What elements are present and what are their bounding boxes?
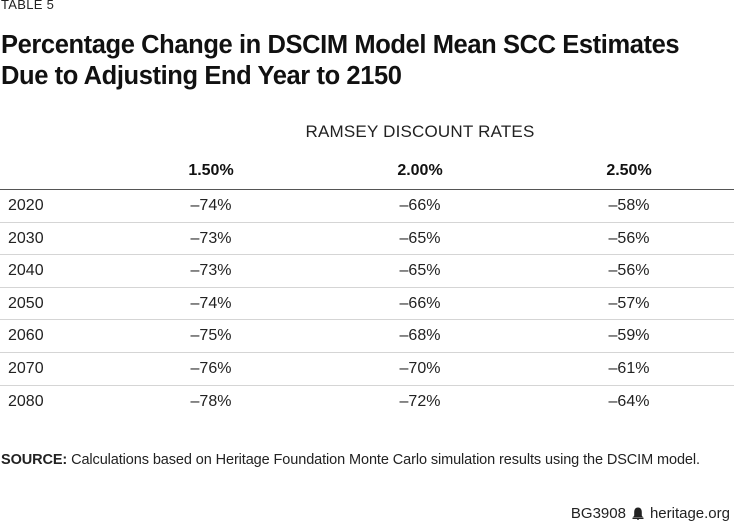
table-row: 2070 –76% –70% –61% <box>0 353 734 386</box>
row-year: 2030 <box>8 229 44 247</box>
cell-rate-3: –58% <box>608 197 650 214</box>
cell-rate-2: –70% <box>399 359 441 377</box>
column-header-rate-1: 1.50% <box>188 162 234 179</box>
cell-rate-3: –56% <box>608 262 650 280</box>
column-header-rate-2: 2.00% <box>397 162 443 179</box>
row-year: 2060 <box>8 327 44 345</box>
cell-rate-3: –64% <box>608 392 650 410</box>
cell-rate-2: –66% <box>399 294 441 312</box>
report-id: BG3908 <box>570 505 626 522</box>
cell-rate-2: –66% <box>399 197 441 214</box>
table-row: 2020 –74% –66% –58% <box>0 190 734 223</box>
heritage-bell-icon <box>632 507 644 520</box>
cell-rate-3: –59% <box>608 327 650 345</box>
cell-rate-3: –56% <box>608 229 650 247</box>
cell-rate-2: –65% <box>399 262 441 280</box>
table-row: 2060 –75% –68% –59% <box>0 320 734 353</box>
cell-rate-1: –76% <box>190 359 232 377</box>
header-divider <box>0 189 734 190</box>
source-note: SOURCE: Calculations based on Heritage F… <box>1 452 700 468</box>
table-row: 2030 –73% –65% –56% <box>0 223 734 256</box>
site-link[interactable]: heritage.org <box>649 505 730 522</box>
column-header-rate-3: 2.50% <box>606 162 652 179</box>
row-year: 2070 <box>8 359 44 377</box>
table-row: 2050 –74% –66% –57% <box>0 288 734 321</box>
cell-rate-1: –78% <box>190 392 232 410</box>
table-row: 2080 –78% –72% –64% <box>0 386 734 418</box>
cell-rate-1: –74% <box>190 294 232 312</box>
source-label: SOURCE: <box>1 452 68 468</box>
cell-rate-1: –73% <box>190 229 232 247</box>
row-year: 2020 <box>8 197 44 214</box>
cell-rate-2: –65% <box>399 229 441 247</box>
table-body: 2020 –74% –66% –58% 2030 –73% –65% –56% … <box>0 190 734 417</box>
row-year: 2050 <box>8 294 44 312</box>
cell-rate-1: –75% <box>190 327 232 345</box>
table-row: 2040 –73% –65% –56% <box>0 255 734 288</box>
column-group-header: RAMSEY DISCOUNT RATES <box>305 122 535 141</box>
table-label: TABLE 5 <box>1 0 55 12</box>
cell-rate-1: –73% <box>190 262 232 280</box>
row-year: 2040 <box>8 262 44 280</box>
cell-rate-2: –72% <box>399 392 441 410</box>
source-text: Calculations based on Heritage Foundatio… <box>67 452 700 468</box>
cell-rate-3: –57% <box>608 294 650 312</box>
table-title: Percentage Change in DSCIM Model Mean SC… <box>1 31 680 90</box>
cell-rate-3: –61% <box>608 359 650 377</box>
row-year: 2080 <box>8 392 44 410</box>
cell-rate-2: –68% <box>399 327 441 345</box>
cell-rate-1: –74% <box>190 197 232 214</box>
footer-credit: BG3908 heritage.org <box>571 505 730 522</box>
